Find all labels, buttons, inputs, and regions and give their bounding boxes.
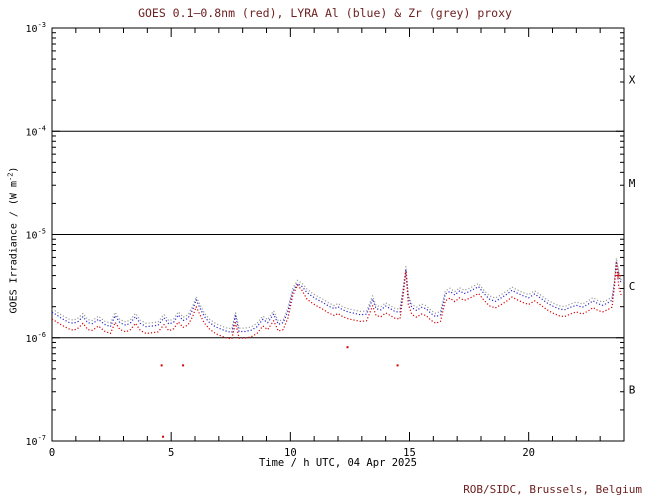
series-blue xyxy=(51,260,622,333)
red-isolated-point xyxy=(396,364,399,367)
y-tick-label: 10-5 xyxy=(26,228,46,242)
credit-text: ROB/SIDC, Brussels, Belgium xyxy=(463,483,642,496)
x-tick-label: 15 xyxy=(403,447,416,459)
y-tick-label: 10-7 xyxy=(26,434,46,448)
red-isolated-point xyxy=(182,364,185,367)
x-tick-label: 20 xyxy=(522,447,535,459)
y-axis-label: GOES Irradiance / (W m-2) xyxy=(6,167,19,314)
flare-class-label-c: C xyxy=(629,280,636,293)
x-tick-label: 5 xyxy=(168,447,174,459)
y-tick-label: 10-3 xyxy=(26,21,46,35)
series-red xyxy=(51,262,622,340)
y-tick-label: 10-4 xyxy=(26,124,46,138)
y-axis-label-close: ) xyxy=(8,166,20,173)
y-axis-label-exponent: -2 xyxy=(6,172,15,182)
series-grey xyxy=(51,257,622,330)
x-tick-label: 10 xyxy=(284,447,297,459)
y-tick-label: 10-6 xyxy=(26,331,46,345)
red-isolated-point xyxy=(160,364,163,367)
y-axis-label-text: GOES Irradiance / (W m xyxy=(8,181,20,314)
x-tick-label: 0 xyxy=(49,447,55,459)
flare-class-label-m: M xyxy=(629,177,636,190)
flare-class-label-x: X xyxy=(629,74,636,87)
red-isolated-point xyxy=(162,435,165,438)
red-isolated-point xyxy=(346,346,349,349)
chart-title: GOES 0.1–0.8nm (red), LYRA Al (blue) & Z… xyxy=(138,6,512,20)
flare-class-label-b: B xyxy=(629,383,636,396)
x-axis-label: Time / h UTC, 04 Apr 2025 xyxy=(258,457,418,469)
